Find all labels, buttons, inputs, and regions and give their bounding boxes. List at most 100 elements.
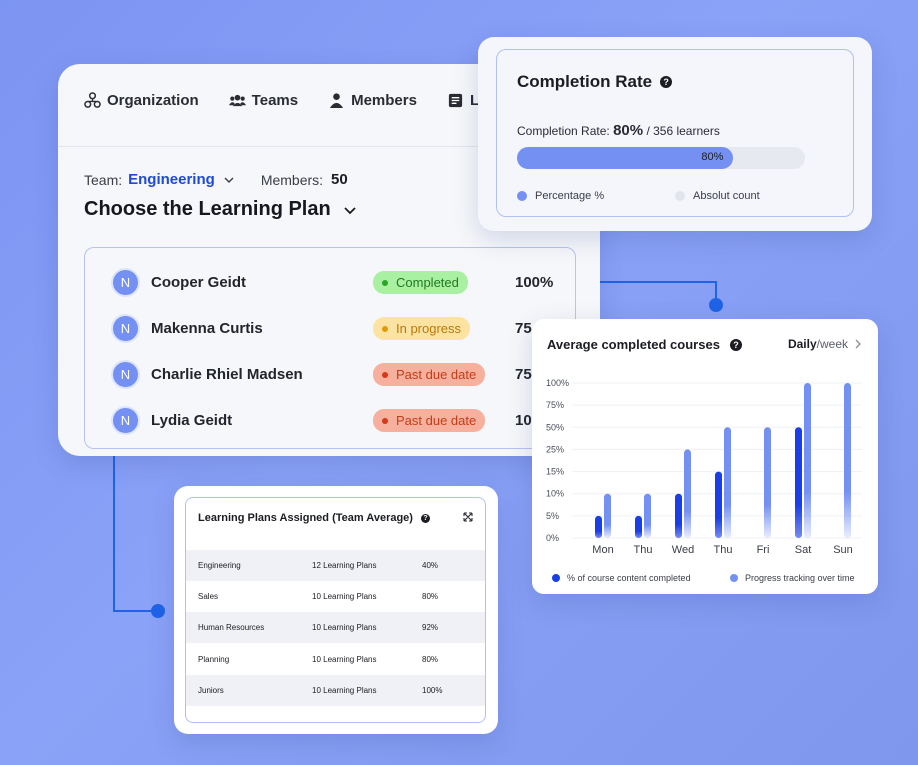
y-tick-label: 10% — [546, 489, 564, 499]
learner-name: Lydia Geidt — [151, 412, 233, 429]
members-count: 50 — [331, 171, 348, 188]
bar-completed[interactable] — [715, 471, 722, 538]
bar-completed[interactable] — [675, 493, 682, 538]
teams-icon — [228, 94, 246, 107]
completion-rate-value: 80% — [613, 122, 644, 139]
help-icon[interactable]: ? — [420, 513, 430, 523]
card-title: Average completed courses ? — [547, 337, 742, 352]
x-tick-label: Thu — [714, 544, 733, 556]
bar-completed[interactable] — [595, 515, 602, 538]
tab-organization[interactable]: Organization — [84, 92, 199, 109]
bar-progress[interactable] — [724, 427, 731, 538]
connector-dot — [151, 604, 165, 618]
learner-percent: 75 — [515, 366, 532, 383]
x-tick-label: Thu — [634, 544, 653, 556]
status-badge: Past due date — [373, 409, 486, 432]
x-tick-label: Wed — [672, 544, 694, 556]
legend-item[interactable]: % of course content completed — [552, 573, 691, 583]
nav-tabs: Organization Teams Members — [84, 92, 487, 109]
y-tick-label: 50% — [546, 422, 564, 432]
legend-dot — [675, 191, 685, 201]
list-item[interactable]: N Makenna Curtis In progress 75 — [111, 314, 571, 343]
learners-list: N Cooper Geidt Completed 100% N Makenna … — [84, 247, 576, 449]
average-courses-card: Average completed courses ? Daily/week 0… — [532, 319, 878, 594]
chevron-right-icon — [855, 339, 861, 349]
help-icon[interactable]: ? — [660, 76, 673, 88]
connector-dot — [709, 298, 723, 312]
list-item[interactable]: N Lydia Geidt Past due date 10 — [111, 406, 571, 435]
chevron-down-icon[interactable] — [223, 174, 235, 186]
divider — [58, 146, 600, 147]
avatar: N — [111, 406, 140, 435]
status-badge: Completed — [373, 271, 468, 294]
learner-percent: 10 — [515, 412, 532, 429]
learner-percent: 75 — [515, 320, 532, 337]
list-item[interactable]: N Cooper Geidt Completed 100% — [111, 268, 571, 297]
bar-completed[interactable] — [635, 515, 642, 538]
progress-label: 80% — [701, 151, 724, 163]
period-selector[interactable]: Daily/week — [788, 337, 862, 351]
table-row[interactable]: Human Resources 10 Learning Plans 92% — [186, 612, 485, 643]
learning-plan-dropdown[interactable]: Choose the Learning Plan — [84, 198, 357, 221]
page-title: Choose the Learning Plan — [84, 198, 331, 220]
learner-name: Charlie Rhiel Madsen — [151, 366, 303, 383]
organization-icon — [84, 92, 101, 108]
members-label: Members: — [260, 171, 324, 188]
chevron-down-icon — [344, 206, 356, 214]
x-tick-label: Sun — [833, 544, 853, 556]
avatar: N — [111, 314, 140, 343]
y-tick-label: 75% — [546, 400, 564, 410]
y-tick-label: 5% — [546, 511, 559, 521]
status-badge: Past due date — [373, 363, 486, 386]
card-title: Learning Plans Assigned (Team Average) ? — [198, 512, 430, 524]
bar-chart: 0% 5% 10% 15% 25% 50% 75% 100% Mon Thu Wed Thu Fri Sa… — [546, 378, 862, 556]
legend-item[interactable]: Progress tracking over time — [730, 573, 855, 583]
learners-count: / 356 learners — [646, 124, 720, 138]
expand-icon[interactable] — [463, 512, 473, 522]
learning-plans-card: Learning Plans Assigned (Team Average) ?… — [174, 486, 498, 734]
learner-percent: 100% — [515, 274, 554, 291]
tab-label: Members — [351, 92, 417, 109]
bar-progress[interactable] — [644, 493, 651, 538]
team-selector-row: Team: Engineering Members: 50 — [84, 171, 348, 188]
x-tick-label: Mon — [592, 544, 613, 556]
completion-rate-text: Completion Rate: 80% / 356 learners — [517, 122, 720, 139]
y-tick-label: 15% — [546, 467, 564, 477]
learner-name: Cooper Geidt — [151, 274, 247, 291]
tab-label: Teams — [251, 92, 299, 109]
legend-dot — [517, 191, 527, 201]
status-badge: In progress — [373, 317, 471, 340]
bar-progress[interactable] — [844, 383, 851, 538]
avatar: N — [111, 268, 140, 297]
card-title: Completion Rate ? — [517, 72, 673, 92]
help-icon[interactable]: ? — [729, 338, 742, 351]
bar-progress[interactable] — [604, 493, 611, 538]
bar-progress[interactable] — [764, 427, 771, 538]
completion-progress-bar: 80% — [517, 147, 805, 169]
learner-name: Makenna Curtis — [151, 320, 263, 337]
y-tick-label: 0% — [546, 533, 559, 543]
legend-item[interactable]: Absolut count — [675, 190, 760, 202]
legend-item[interactable]: Percentage % — [517, 190, 604, 202]
tab-teams[interactable]: Teams — [228, 92, 299, 109]
completion-rate-card: Completion Rate ? Completion Rate: 80% /… — [478, 37, 872, 231]
bar-completed[interactable] — [795, 427, 802, 538]
members-icon — [329, 93, 344, 109]
team-label: Team: — [84, 171, 123, 188]
list-item[interactable]: N Charlie Rhiel Madsen Past due date 75 — [111, 360, 571, 389]
table-row[interactable]: Juniors 10 Learning Plans 100% — [186, 675, 485, 706]
bar-progress[interactable] — [804, 383, 811, 538]
progress-fill: 80% — [517, 147, 734, 169]
avatar: N — [111, 360, 140, 389]
table-row[interactable]: Planning 10 Learning Plans 80% — [198, 655, 439, 664]
tab-members[interactable]: Members — [328, 92, 417, 109]
tab-label: Organization — [107, 92, 199, 109]
table-row[interactable]: Sales 10 Learning Plans 80% — [198, 592, 439, 601]
team-dropdown-value[interactable]: Engineering — [128, 171, 215, 188]
x-tick-label: Sat — [795, 544, 812, 556]
y-tick-label: 25% — [546, 444, 564, 454]
y-tick-label: 100% — [546, 378, 569, 388]
learning-icon — [448, 93, 463, 108]
bar-progress[interactable] — [684, 449, 691, 538]
table-row[interactable]: Engineering 12 Learning Plans 40% — [186, 550, 485, 581]
